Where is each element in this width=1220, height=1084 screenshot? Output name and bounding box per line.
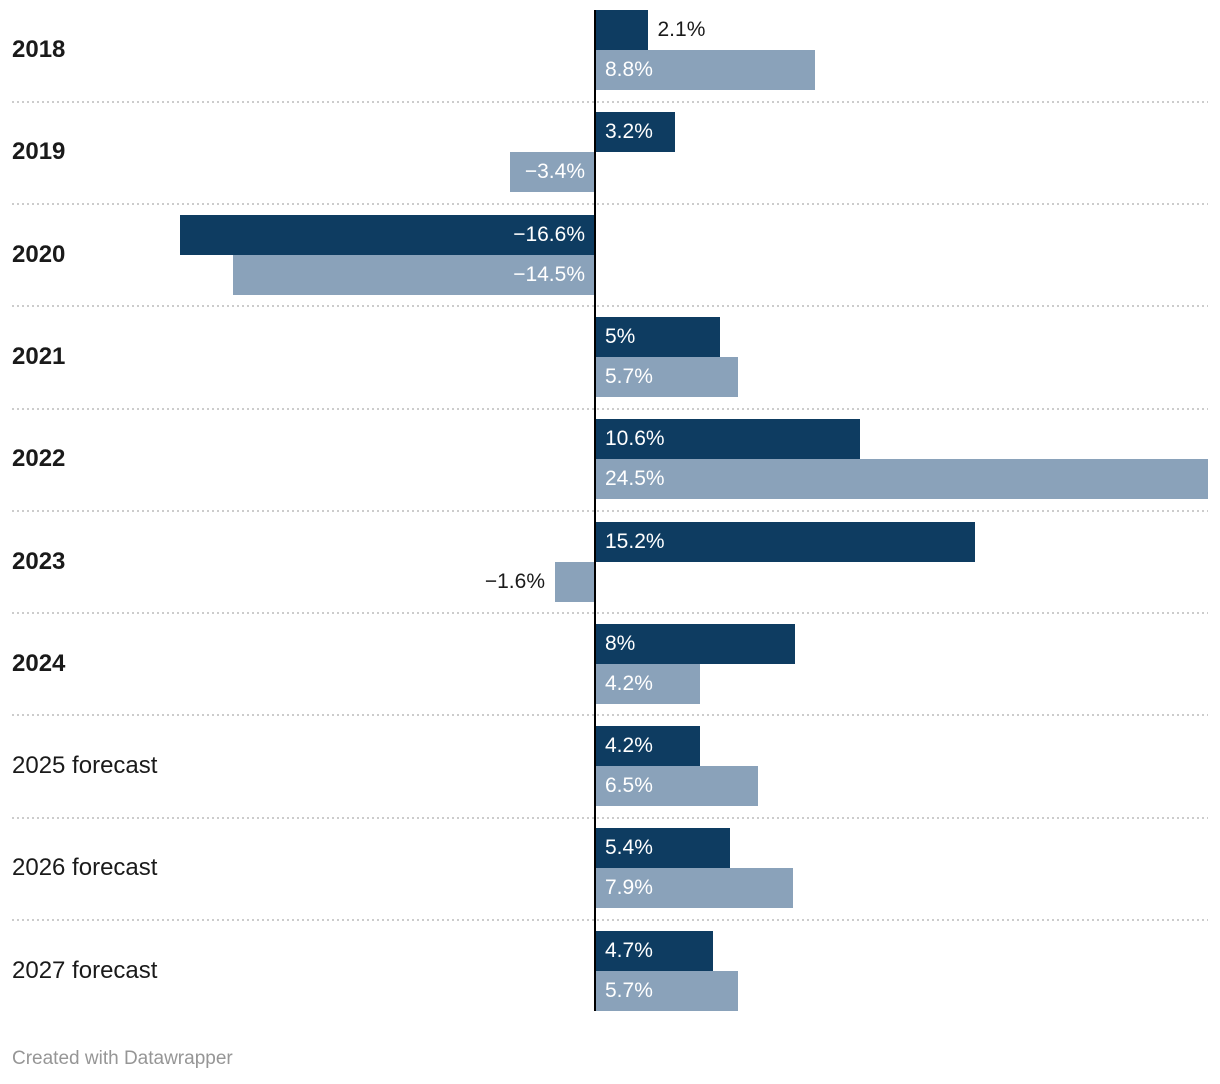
value-label: 5.4%: [605, 836, 653, 860]
datawrapper-credit: Created with Datawrapper: [12, 1048, 233, 1069]
row-separator: [12, 816, 1208, 819]
value-label: 2.1%: [657, 18, 706, 41]
value-label: 3.2%: [605, 120, 653, 144]
value-label: 10.6%: [605, 427, 665, 451]
bar-series-1-dark-blue: [595, 930, 713, 971]
value-label: 8%: [605, 631, 636, 655]
value-label: 5%: [605, 324, 636, 348]
row-separator: [12, 612, 1208, 615]
row-separator: [12, 407, 1208, 410]
value-label: 5.7%: [605, 978, 653, 1002]
value-label: 5.7%: [605, 364, 653, 388]
category-label: 2023: [12, 547, 66, 575]
bar-series-2-steel-blue: [510, 152, 595, 193]
category-label: 2021: [12, 342, 66, 370]
bar-series-2-steel-blue: [595, 868, 793, 909]
category-label: 2018: [12, 36, 66, 63]
category-label: 2026 forecast: [12, 854, 158, 882]
value-label: 4.2%: [605, 671, 653, 695]
bar-series-1-dark-blue: [595, 726, 700, 767]
row-separator: [12, 202, 1208, 205]
bar-series-2-steel-blue: [595, 970, 738, 1011]
bar-series-1-dark-blue: [595, 10, 648, 50]
bar-series-1-dark-blue: [595, 112, 675, 153]
category-label: 2025 forecast: [12, 752, 158, 780]
bar-series-1-dark-blue: [595, 419, 860, 460]
value-label: 24.5%: [605, 467, 665, 491]
value-label: −1.6%: [484, 569, 545, 593]
row-separator: [12, 305, 1208, 308]
row-separator: [12, 919, 1208, 921]
bar-series-2-steel-blue: [595, 459, 1208, 500]
bar-series-1-dark-blue: [595, 828, 730, 869]
bar-series-2-steel-blue: [595, 50, 815, 90]
value-label: 6.5%: [605, 774, 653, 798]
value-label: 15.2%: [605, 529, 665, 553]
bar-series-2-steel-blue: [595, 356, 738, 397]
row-separator: [12, 509, 1208, 512]
bar-series-1-dark-blue: [595, 316, 720, 357]
bar-series-1-dark-blue: [595, 623, 795, 664]
bar-series-2-steel-blue: [232, 254, 595, 295]
value-label: −3.4%: [524, 160, 585, 184]
row-separator: [12, 714, 1208, 717]
value-label: 4.7%: [605, 938, 653, 962]
bar-series-2-steel-blue: [595, 766, 758, 807]
category-label: 2020: [12, 240, 66, 268]
value-label: 4.2%: [605, 734, 653, 758]
bar-series-2-steel-blue: [555, 561, 595, 602]
category-label: 2027 forecast: [12, 956, 158, 984]
row-separator: [12, 100, 1208, 103]
value-label: −14.5%: [513, 262, 585, 286]
zero-baseline-axis: [594, 10, 596, 1011]
category-label: 2022: [12, 445, 66, 473]
value-label: −16.6%: [513, 222, 585, 246]
value-label: 7.9%: [605, 876, 653, 900]
bar-series-1-dark-blue: [595, 521, 975, 562]
category-label: 2019: [12, 138, 66, 166]
category-label: 2024: [12, 649, 66, 677]
bar-series-2-steel-blue: [595, 663, 700, 704]
bar-series-1-dark-blue: [180, 214, 595, 255]
value-label: 8.8%: [605, 58, 653, 81]
